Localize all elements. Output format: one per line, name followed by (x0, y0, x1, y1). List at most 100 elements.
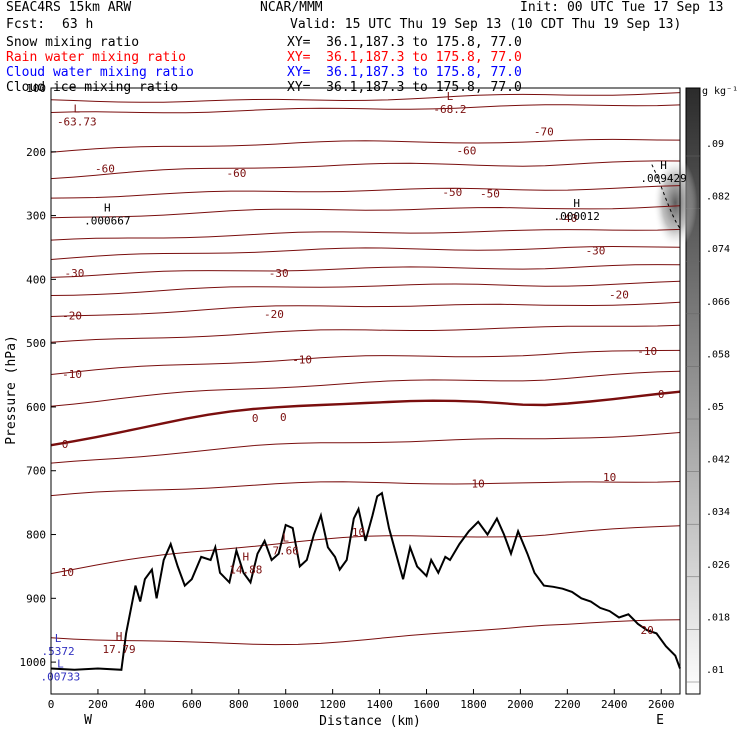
isotherm-label: 10 (603, 471, 616, 484)
extremum-value: 17.79 (103, 643, 136, 656)
isotherm-label: -60 (456, 145, 476, 158)
extremum-value: .000667 (84, 214, 130, 227)
isotherm-line (50, 185, 681, 199)
colorbar-tick-label: .058 (706, 349, 730, 360)
extremum-value: -68.2 (433, 103, 466, 116)
isotherm-line (50, 228, 681, 241)
y-tick-label: 900 (26, 592, 46, 605)
x-tick-label: 1200 (319, 698, 346, 711)
isotherm-line (50, 370, 681, 407)
colorbar-tick-label: .018 (706, 612, 730, 623)
cloud-ice-shading (651, 156, 698, 249)
isotherm-label: -10 (637, 345, 657, 358)
isotherm-label: -20 (264, 308, 284, 321)
extremum-marker: H (116, 630, 123, 643)
y-axis-title: Pressure (hPa) (4, 335, 19, 445)
isotherm-label: -70 (534, 125, 554, 138)
colorbar-tick-label: .026 (706, 560, 730, 571)
isotherm-line (50, 245, 681, 260)
legend-rain-xy: XY= 36.1,187.3 to 175.8, 77.0 (287, 50, 522, 65)
isotherm-label: -10 (292, 354, 312, 367)
isotherm-label: 0 (280, 411, 287, 424)
extremum-value: .009429 (640, 172, 686, 185)
y-tick-label: 300 (26, 210, 46, 223)
isotherm-line (50, 481, 681, 497)
extremum-value: 14.88 (229, 563, 262, 576)
colorbar-ramp (685, 87, 701, 695)
x-tick-label: 400 (135, 698, 155, 711)
colorbar-tick-label: .01 (706, 665, 724, 676)
contour-labels: -70 -60 -60 -60 -50 -50 -40 -30 -30 -30 -20 -20 -20 -… (61, 125, 665, 637)
y-tick-label: 200 (26, 146, 46, 159)
extremum-marker: L (57, 658, 64, 671)
x-tick-label: 1800 (460, 698, 487, 711)
isotherm-line (50, 432, 681, 464)
isotherm-line (50, 205, 681, 219)
isotherm-label: 0 (62, 438, 69, 451)
colorbar-tick-label: .05 (706, 402, 724, 413)
x-axis-title: Distance (km) (319, 714, 421, 729)
legend-snow-xy: XY= 36.1,187.3 to 175.8, 77.0 (287, 35, 522, 50)
isotherm-label: -20 (609, 289, 629, 302)
isotherm-label: 10 (352, 526, 365, 539)
isotherm-label: 0 (658, 388, 665, 401)
extremum-marker: L (447, 90, 454, 103)
isotherm-label: -40 (557, 212, 577, 225)
extremum-marker: H (104, 201, 111, 214)
isotherm-line (50, 619, 681, 646)
model-title: SEAC4RS 15km ARW (6, 0, 132, 15)
extremum-value: .00733 (41, 671, 81, 684)
init-time: Init: 00 UTC Tue 17 Sep 13 (520, 0, 724, 15)
isotherm-line (50, 264, 681, 278)
x-tick-label: 600 (182, 698, 202, 711)
colorbar-tick-label: .042 (706, 455, 730, 466)
isotherm-line (50, 160, 681, 180)
x-tick-label: 1400 (366, 698, 393, 711)
isotherm-label: -10 (62, 368, 82, 381)
isotherm-label: -30 (269, 267, 289, 280)
west-label: W (84, 713, 92, 728)
isotherm-line (50, 349, 681, 375)
isotherm-label: -60 (226, 167, 246, 180)
extremum-marker: H (573, 197, 580, 210)
y-tick-label: 800 (26, 529, 46, 542)
legend-snow-label: Snow mixing ratio (6, 35, 140, 50)
axes: 0 200 400 600 800 1000 1200 1400 1600 1800 2000 220… (20, 82, 681, 711)
colorbar-unit: g kg⁻¹ (702, 86, 738, 97)
forecast-label: Fcst: (6, 17, 46, 32)
extremum-marker: H (242, 550, 249, 563)
x-tick-label: 1600 (413, 698, 440, 711)
isotherm-label: 10 (61, 566, 74, 579)
extremum-marker: L (55, 632, 62, 645)
extremum-value: -63.73 (57, 116, 97, 129)
isotherm-label: -30 (586, 245, 606, 258)
isotherm-label: 0 (252, 412, 259, 425)
legend-cloudwater-xy: XY= 36.1,187.3 to 175.8, 77.0 (287, 65, 522, 80)
x-tick-label: 2000 (507, 698, 534, 711)
cloud-ice-contour (651, 164, 681, 229)
isotherm-line (50, 280, 681, 296)
x-tick-label: 1000 (272, 698, 299, 711)
extremum-value: .5372 (41, 645, 74, 658)
colorbar-tick-label: .066 (706, 297, 730, 308)
x-tick-label: 2400 (601, 698, 628, 711)
plot-frame (50, 87, 681, 695)
colorbar-tick-label: .082 (706, 192, 730, 203)
y-tick-label: 600 (26, 401, 46, 414)
isotherm-label: 20 (641, 624, 654, 637)
org-label: NCAR/MMM (260, 0, 323, 15)
isotherm-line (50, 525, 681, 575)
extremum-marker: L (282, 531, 289, 544)
isotherm-line (50, 390, 681, 447)
x-tick-label: 200 (88, 698, 108, 711)
y-tick-label: 700 (26, 465, 46, 478)
temperature-contours (50, 92, 681, 646)
isotherm-label: -60 (95, 162, 115, 175)
isotherm-line (50, 92, 681, 103)
x-tick-label: 2600 (648, 698, 675, 711)
cloud-ice-region (653, 156, 698, 249)
x-tick-label: 800 (229, 698, 249, 711)
isotherm-label: 10 (472, 477, 485, 490)
